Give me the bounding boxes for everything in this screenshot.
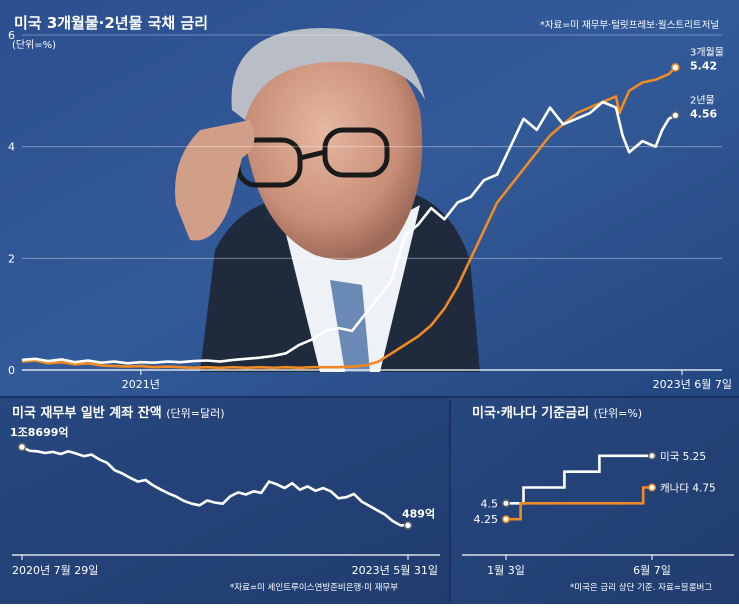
rate-series-line-us (506, 454, 652, 505)
top-x-tick-label: 2023년 6월 7일 (653, 377, 732, 391)
tga-chart-source: *자료=미 세인트루이스연방준비은행·미 재무부 (230, 582, 398, 593)
tga-x-tick-label: 2020년 7월 29일 (12, 563, 98, 577)
rate-x-tick-label: 6월 7일 (633, 563, 671, 577)
rate-end-marker (648, 451, 656, 460)
policy-rate-chart: 4.5 미국 5.25 4.25 캐나다 4.75 1월 3일 6월 7일 (462, 451, 734, 577)
top-series-end-marker (671, 63, 680, 72)
portrait-illustration (175, 28, 480, 372)
tga-start-value-label: 1조8699억 (10, 426, 69, 439)
rate-series-label: 캐나다 4.75 (660, 483, 716, 495)
top-x-labels: 2021년 2023년 6월 7일 (122, 370, 732, 391)
bottom-right-panel-bg (450, 396, 739, 604)
top-y-tick-label: 6 (8, 29, 15, 42)
rate-series-label: 미국 5.25 (660, 451, 706, 463)
top-series-name-label: 2년물 (690, 94, 715, 106)
tga-chart-title: 미국 재무부 일반 계좌 잔액 (단위=달러) (12, 405, 224, 421)
top-y-ticks: 6 4 2 0 (8, 29, 15, 377)
top-chart-source: *자료=미 재무부·털릿프레보·월스트리트저널 (540, 19, 719, 31)
top-series-end-marker (671, 111, 680, 120)
rate-series-line-canada (506, 486, 652, 521)
top-series-value-label: 4.56 (690, 107, 717, 120)
top-series-value-label: 5.42 (690, 59, 717, 72)
policy-rate-chart-source: *미국은 금리 상단 기준. 자료=블룸버그 (570, 582, 712, 593)
top-y-tick-label: 4 (8, 141, 15, 154)
rate-start-value-label: 4.5 (481, 497, 499, 510)
top-grid (22, 34, 722, 371)
tga-x-tick-label: 2023년 5월 31일 (352, 563, 438, 577)
top-series-name-label: 3개월물 (690, 46, 724, 58)
rate-start-marker (502, 499, 510, 508)
rate-start-value-label: 4.25 (474, 513, 499, 526)
rate-end-marker (648, 483, 656, 492)
top-chart-title: 미국 3개월물·2년물 국채 금리 (14, 14, 208, 32)
tga-chart: 1조8699억 489억 2020년 7월 29일 2023년 5월 31일 (10, 426, 440, 577)
tga-end-marker (403, 521, 413, 530)
tga-end-value-label: 489억 (402, 507, 435, 520)
policy-rate-chart-title: 미국·캐나다 기준금리 (단위=%) (472, 405, 642, 421)
rate-start-marker (502, 515, 510, 524)
top-y-tick-label: 0 (8, 364, 15, 377)
tga-series-line (21, 445, 408, 527)
top-chart-unit: (단위=%) (12, 38, 56, 51)
top-x-tick-label: 2021년 (122, 378, 160, 391)
top-y-tick-label: 2 (8, 252, 15, 265)
top-series-line-3m (21, 66, 677, 370)
top-series-line-2y (21, 100, 676, 365)
top-series-lines (21, 66, 677, 370)
tga-start-marker (17, 442, 27, 452)
rate-x-tick-label: 1월 3일 (487, 563, 525, 577)
